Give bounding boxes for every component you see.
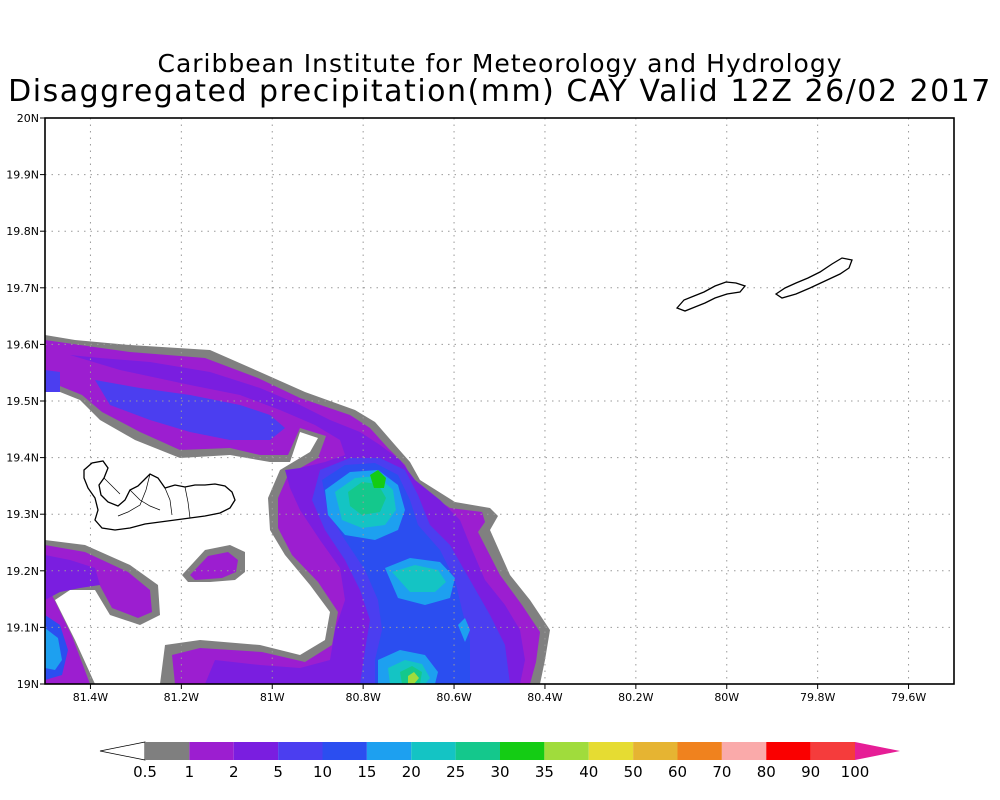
colorbar-swatch — [278, 742, 323, 760]
colorbar-swatch — [411, 742, 456, 760]
lon-tick-label: 80W — [714, 691, 739, 704]
colorbar-swatch — [633, 742, 678, 760]
precip-contour-25 — [348, 482, 386, 515]
precip-contour-5 — [45, 370, 60, 392]
colorbar-label: 40 — [579, 763, 598, 781]
precip-contour-20 — [392, 565, 446, 592]
colorbar-swatch — [677, 742, 722, 760]
colorbar-swatch — [366, 742, 412, 760]
lat-tick-label: 19.1N — [6, 621, 39, 634]
lat-tick-label: 19N — [17, 678, 39, 691]
colorbar-label: 15 — [357, 763, 376, 781]
lon-tick-label: 81.4W — [73, 691, 108, 704]
colorbar: 0.5 1 2 5 10 15 20 25 30 35 40 50 60 70 80 90 100 — [99, 741, 900, 781]
colorbar-swatch — [588, 742, 634, 760]
colorbar-label: 0.5 — [133, 763, 157, 781]
colorbar-label: 2 — [229, 763, 239, 781]
colorbar-label: 90 — [801, 763, 820, 781]
colorbar-label: 100 — [841, 763, 870, 781]
colorbar-label: 80 — [757, 763, 776, 781]
lon-tick-label: 79.8W — [800, 691, 835, 704]
colorbar-swatch — [544, 742, 589, 760]
island-cayman-brac — [774, 257, 853, 299]
title-line-1: Caribbean Institute for Meteorology and … — [157, 49, 843, 78]
lat-tick-label: 20N — [17, 112, 39, 125]
lat-tick-label: 19.2N — [6, 565, 39, 578]
lat-tick-label: 19.9N — [6, 169, 39, 182]
colorbar-swatch — [721, 742, 767, 760]
precip-contour-15 — [45, 628, 62, 670]
lon-tick-label: 80.6W — [436, 691, 471, 704]
colorbar-swatch — [145, 742, 190, 760]
colorbar-label: 20 — [402, 763, 421, 781]
colorbar-label: 5 — [273, 763, 283, 781]
colorbar-label: 60 — [668, 763, 687, 781]
colorbar-low-end — [99, 741, 146, 761]
colorbar-swatch — [233, 742, 279, 760]
title-line-2: Disaggregated precipitation(mm) CAY Vali… — [8, 74, 992, 109]
colorbar-label: 70 — [712, 763, 731, 781]
island-grand-cayman — [83, 460, 236, 531]
precip-contour-1 — [190, 552, 238, 580]
precip-contour-30 — [408, 672, 419, 684]
lon-tick-label: 81.2W — [164, 691, 199, 704]
island-district-lines — [103, 473, 191, 519]
precip-contour-5 — [95, 380, 285, 440]
colorbar-label: 1 — [185, 763, 195, 781]
colorbar-swatch — [810, 742, 855, 760]
colorbar-high-end — [855, 742, 900, 760]
island-little-cayman — [675, 281, 747, 312]
lat-tick-label: 19.6N — [6, 338, 39, 351]
lat-tick-label: 19.8N — [6, 225, 39, 238]
map-gridlines — [40, 117, 954, 689]
precip-contour-15 — [458, 618, 470, 642]
lon-tick-label: 79.6W — [891, 691, 926, 704]
lon-tick-label: 81W — [260, 691, 285, 704]
lon-tick-label: 80.4W — [527, 691, 562, 704]
lat-tick-labels: 20N 19.9N 19.8N 19.7N 19.6N 19.5N 19.4N 19.3N 19… — [6, 112, 39, 691]
colorbar-swatch — [766, 742, 811, 760]
colorbar-swatch — [322, 742, 367, 760]
precip-contour-2 — [45, 555, 100, 600]
lat-tick-label: 19.4N — [6, 452, 39, 465]
colorbar-swatch — [500, 742, 545, 760]
colorbar-label: 30 — [490, 763, 509, 781]
precip-field — [45, 335, 550, 684]
colorbar-label: 35 — [535, 763, 554, 781]
colorbar-swatch — [189, 742, 234, 760]
lon-tick-label: 80.2W — [618, 691, 653, 704]
lat-tick-label: 19.5N — [6, 395, 39, 408]
colorbar-label: 10 — [313, 763, 332, 781]
lon-tick-labels: 81.4W 81.2W 81W 80.8W 80.6W 80.4W 80.2W 80W 79.8… — [73, 691, 927, 704]
colorbar-label: 25 — [446, 763, 465, 781]
colorbar-swatch — [455, 742, 500, 760]
colorbar-label: 50 — [624, 763, 643, 781]
lat-tick-label: 19.7N — [6, 282, 39, 295]
precip-contour-30 — [370, 470, 386, 488]
lat-tick-label: 19.3N — [6, 508, 39, 521]
map-frame — [44, 117, 955, 685]
island-outlines — [83, 257, 853, 531]
lon-tick-label: 80.8W — [345, 691, 380, 704]
